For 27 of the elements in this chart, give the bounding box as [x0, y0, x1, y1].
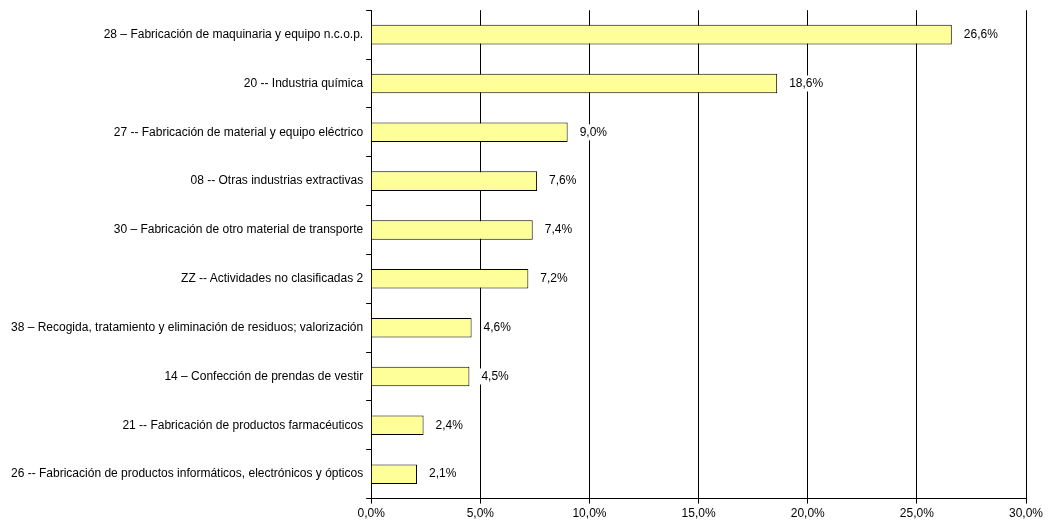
x-tick-label: 25,0%: [899, 506, 935, 521]
y-tick-label: 28 – Fabricación de maquinaria y equipo n.c.o.p.: [103, 26, 364, 41]
y-tick-label: 20 -- Industria química: [243, 75, 364, 90]
y-tick-label: 21 -- Fabricación de productos farmacéuticos: [122, 417, 364, 432]
data-label: 7,4%: [544, 222, 573, 237]
x-tick-label: 20,0%: [790, 506, 826, 521]
data-label: 18,6%: [789, 75, 824, 90]
y-tick-label: ZZ -- Actividades no clasificadas 2: [181, 271, 364, 286]
y-tick-label: 26 -- Fabricación de productos informáticos, electrónicos y ópticos: [11, 466, 364, 481]
data-label: 9,0%: [579, 124, 608, 139]
y-tick-label: 30 – Fabricación de otro material de transporte: [113, 222, 364, 237]
data-label: 2,4%: [435, 417, 464, 432]
data-label: 7,2%: [540, 271, 569, 286]
x-tick-label: 10,0%: [572, 506, 607, 521]
y-tick-label: 08 -- Otras industrias extractivas: [190, 173, 364, 188]
data-label: 4,6%: [483, 319, 512, 334]
x-tick-label: 0,0%: [357, 506, 386, 521]
x-tick-label: 5,0%: [466, 506, 495, 521]
x-tick-label: 30,0%: [1008, 506, 1044, 521]
data-label: 2,1%: [429, 466, 457, 481]
data-label: 7,6%: [549, 173, 577, 188]
y-tick-label: 38 – Recogida, tratamiento y eliminación de residuos; valorización: [10, 319, 364, 334]
data-label: 26,6%: [963, 26, 999, 41]
x-tick-label: 15,0%: [681, 506, 716, 521]
y-tick-label: 14 – Confección de prendas de vestir: [164, 368, 364, 383]
data-label: 4,5%: [481, 368, 510, 383]
y-tick-label: 27 -- Fabricación de material y equipo eléctrico: [113, 124, 364, 139]
